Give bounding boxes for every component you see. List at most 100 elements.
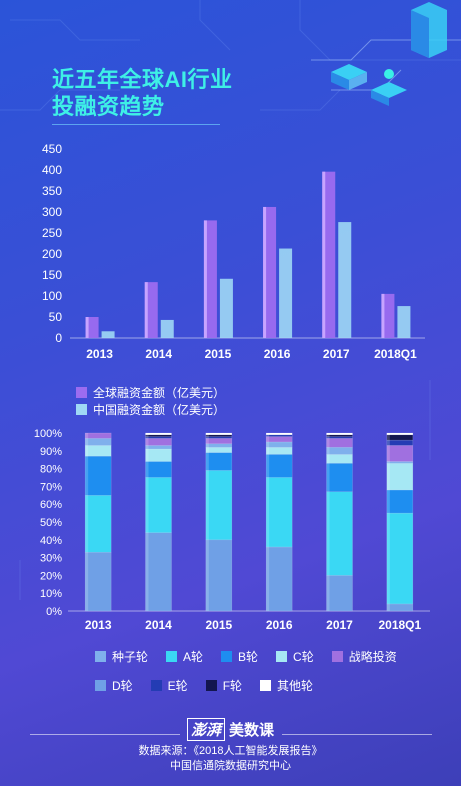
bar-highlight xyxy=(386,433,390,611)
legend-swatch xyxy=(221,651,233,662)
title-underline xyxy=(52,124,220,125)
source-line-2: 中国信通院数据研究中心 xyxy=(170,760,291,772)
stacked-segment xyxy=(84,495,112,553)
data-source: 数据来源：《2018人工智能发展报告》 中国信通院数据研究中心 xyxy=(0,744,461,774)
stacked-segment xyxy=(386,461,414,464)
stacked-segment xyxy=(386,432,414,436)
stacked-segment xyxy=(386,489,414,514)
y-tick-label: 0 xyxy=(55,331,62,345)
bar-highlight xyxy=(144,282,148,338)
x-tick-label: 2013 xyxy=(86,347,113,361)
china-funding-bar xyxy=(219,278,233,338)
y-tick-label: 300 xyxy=(42,205,62,219)
legend-item: 战略投资 xyxy=(331,648,397,665)
building-illustration-icon xyxy=(311,2,461,106)
y-tick-label: 450 xyxy=(42,142,62,156)
stacked-segment xyxy=(145,436,172,439)
y-tick-label: 100 xyxy=(42,289,62,303)
footer-rule-left xyxy=(30,734,180,735)
bar-highlight xyxy=(263,206,267,338)
stacked-segment xyxy=(145,532,172,612)
legend-label: D轮 xyxy=(112,679,133,693)
y-tick-label: 400 xyxy=(42,163,62,177)
y-tick-label: 100% xyxy=(34,428,62,440)
x-tick-label: 2018Q1 xyxy=(374,347,417,361)
legend-swatch xyxy=(76,387,87,398)
y-tick-label: 0% xyxy=(46,606,62,618)
legend-swatch xyxy=(150,680,162,691)
china-funding-bar xyxy=(160,319,174,338)
legend-label: 其他轮 xyxy=(277,679,314,693)
stacked-segment xyxy=(145,445,172,450)
y-tick-label: 150 xyxy=(42,268,62,282)
legend-swatch xyxy=(331,651,343,662)
y-tick-label: 350 xyxy=(42,184,62,198)
legend-item: F轮 xyxy=(205,677,242,694)
y-tick-label: 50% xyxy=(40,517,62,529)
title-line-2: 投融资趋势 xyxy=(52,94,165,119)
legend-item: 中国融资金额（亿美元） xyxy=(76,401,225,418)
funding-amount-bar-chart: 450 400 350 300 250 200 150 100 50 0 2013 2014 2015 2… xyxy=(42,142,425,361)
stacked-segment xyxy=(386,463,414,491)
china-funding-bar xyxy=(397,306,411,338)
y-tick-label: 30% xyxy=(40,553,62,565)
legend-item: B轮 xyxy=(221,648,258,665)
global-funding-bar xyxy=(144,282,158,338)
stacked-segment xyxy=(205,446,233,453)
stacked-segment xyxy=(205,438,233,444)
legend-swatch xyxy=(76,404,87,415)
stacked-segment xyxy=(145,432,172,436)
legend-swatch xyxy=(205,680,217,691)
stacked-segment xyxy=(84,438,112,446)
y-tick-label: 80% xyxy=(40,464,62,476)
stacked-segment xyxy=(145,461,172,478)
bar-highlight xyxy=(85,433,89,611)
legend-label: 中国融资金额（亿美元） xyxy=(93,403,226,417)
x-tick-label: 2015 xyxy=(205,618,232,632)
stacked-segment xyxy=(84,552,112,612)
legend-row: D轮 E轮 F轮 其他轮 xyxy=(95,677,435,694)
y-tick-label: 10% xyxy=(40,588,62,600)
bar-highlight xyxy=(381,293,385,338)
legend-item: 其他轮 xyxy=(260,677,313,694)
x-tick-label: 2015 xyxy=(205,347,232,361)
brand-logo: 澎湃 美数课 xyxy=(0,718,461,741)
legend-item: D轮 xyxy=(95,677,133,694)
legend-swatch xyxy=(260,680,272,691)
legend-swatch xyxy=(166,651,178,662)
funding-round-legend: 种子轮 A轮 B轮 C轮 战略投资 D轮 E轮 F轮 其他轮 xyxy=(95,648,435,706)
title-line-1: 近五年全球AI行业 xyxy=(52,67,233,92)
legend-item: E轮 xyxy=(150,677,188,694)
legend-label: 全球融资金额（亿美元） xyxy=(93,386,226,400)
stacked-segment xyxy=(145,438,172,446)
stacked-segment xyxy=(326,463,353,492)
legend-label: B轮 xyxy=(238,650,259,664)
stacked-segment xyxy=(386,512,414,605)
legend-label: 战略投资 xyxy=(348,650,397,664)
stacked-segment xyxy=(145,448,172,462)
stacked-segment xyxy=(205,539,233,612)
x-tick-label: 2017 xyxy=(326,618,353,632)
funding-amount-legend: 全球融资金额（亿美元） 中国融资金额（亿美元） xyxy=(76,384,416,418)
bar-highlight xyxy=(322,171,326,338)
legend-item: A轮 xyxy=(166,648,203,665)
x-tick-label: 2016 xyxy=(264,347,291,361)
stacked-segment xyxy=(326,434,353,437)
global-funding-bar xyxy=(263,206,277,338)
stacked-segment xyxy=(265,434,293,437)
stacked-segment xyxy=(326,432,353,436)
stacked-segment xyxy=(265,436,293,443)
legend-label: E轮 xyxy=(167,679,188,693)
bar-highlight xyxy=(205,433,209,611)
stacked-segment xyxy=(326,446,353,455)
global-funding-bar xyxy=(381,293,395,338)
legend-swatch xyxy=(95,680,106,691)
brand-logo-mark: 澎湃 xyxy=(186,718,225,741)
stacked-segment xyxy=(205,443,233,448)
x-tick-label: 2017 xyxy=(323,347,350,361)
stacked-segment xyxy=(84,455,112,496)
stacked-segment xyxy=(145,434,172,437)
bar-highlight xyxy=(85,317,89,338)
stacked-segment xyxy=(265,441,293,448)
stacked-segment xyxy=(386,434,414,441)
